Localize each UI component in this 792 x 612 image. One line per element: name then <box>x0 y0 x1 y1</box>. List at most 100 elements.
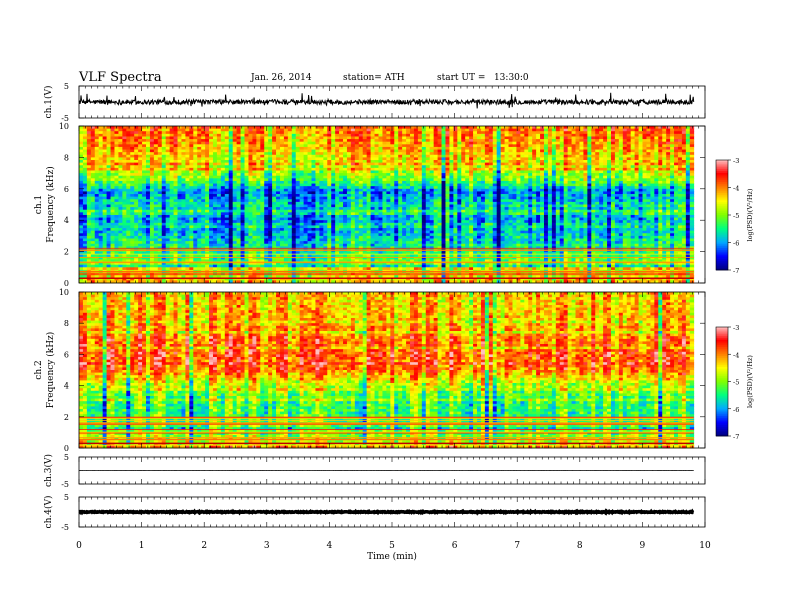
spectrogram-cell <box>201 181 205 184</box>
spectrogram-cell <box>118 129 122 132</box>
spectrogram-cell <box>276 147 280 150</box>
spectrogram-cell <box>382 139 386 142</box>
spectrogram-cell <box>375 163 379 166</box>
spectrogram-cell <box>485 197 489 200</box>
spectrogram-cell <box>335 131 339 134</box>
spectrogram-cell <box>146 136 150 139</box>
spectrogram-cell <box>501 176 505 179</box>
spectrogram-cell <box>591 184 595 187</box>
spectrogram-cell <box>284 131 288 134</box>
spectrogram-cell <box>363 170 367 173</box>
spectrogram-cell <box>650 129 654 132</box>
spectrogram-cell <box>260 163 264 166</box>
spectrogram-cell <box>449 163 453 166</box>
spectrogram-cell <box>382 136 386 139</box>
spectrogram-cell <box>256 144 260 147</box>
spectrogram-cell <box>170 186 174 189</box>
spectrogram-cell <box>371 150 375 153</box>
spectrogram-cell <box>79 134 83 137</box>
spectrogram-cell <box>442 170 446 173</box>
spectrogram-cell <box>477 173 481 176</box>
spectrogram-cell <box>568 163 572 166</box>
spectrogram-cell <box>520 165 524 168</box>
spectrogram-cell <box>528 129 532 132</box>
spectrogram-cell <box>95 142 99 145</box>
spectrogram-cell <box>414 129 418 132</box>
spectrogram-cell <box>552 189 556 192</box>
spectrogram-cell <box>378 184 382 187</box>
spectrogram-cell <box>639 134 643 137</box>
spectrogram-cell <box>445 131 449 134</box>
spectrogram-cell <box>528 163 532 166</box>
spectrogram-cell <box>607 136 611 139</box>
spectrogram-cell <box>276 170 280 173</box>
spectrogram-cell <box>390 181 394 184</box>
spectrogram-cell <box>217 136 221 139</box>
spectrogram-cell <box>512 173 516 176</box>
spectrogram-cell <box>87 165 91 168</box>
spectrogram-cell <box>359 173 363 176</box>
spectrogram-cell <box>607 160 611 163</box>
spectrogram-cell <box>430 134 434 137</box>
spectrogram-cell <box>382 129 386 132</box>
spectrogram-cell <box>87 168 91 171</box>
spectrogram-cell <box>449 144 453 147</box>
spectrogram-cell <box>678 168 682 171</box>
spectrogram-cell <box>501 178 505 181</box>
spectrogram-cell <box>528 157 532 160</box>
spectrogram-cell <box>572 170 576 173</box>
spectrogram-cell <box>619 170 623 173</box>
spectrogram-cell <box>229 186 233 189</box>
spectrogram-cell <box>509 173 513 176</box>
spectrogram-cell <box>576 147 580 150</box>
spectrogram-cell <box>311 126 315 129</box>
spectrogram-cell <box>489 184 493 187</box>
spectrogram-cell <box>248 170 252 173</box>
spectrogram-cell <box>524 152 528 155</box>
spectrogram-cell <box>595 134 599 137</box>
spectrogram-cell <box>205 131 209 134</box>
spectrogram-cell <box>560 191 564 194</box>
spectrogram-cell <box>99 181 103 184</box>
spectrogram-cell <box>292 131 296 134</box>
spectrogram-cell <box>619 189 623 192</box>
spectrogram-cell <box>670 176 674 179</box>
spectrogram-cell <box>288 157 292 160</box>
spectrogram-cell <box>560 150 564 153</box>
spectrogram-cell <box>237 126 241 129</box>
spectrogram-cell <box>114 194 118 197</box>
spectrogram-cell <box>347 157 351 160</box>
spectrogram-cell <box>241 168 245 171</box>
spectrogram-cell <box>686 163 690 166</box>
spectrogram-cell <box>162 142 166 145</box>
spectrogram-cell <box>544 170 548 173</box>
spectrogram-cell <box>402 129 406 132</box>
spectrogram-cell <box>509 184 513 187</box>
spectrogram-cell <box>520 142 524 145</box>
spectrogram-cell <box>241 163 245 166</box>
spectrogram-cell <box>311 176 315 179</box>
spectrogram-cell <box>351 160 355 163</box>
spectrogram-cell <box>662 129 666 132</box>
spectrogram-cell <box>217 178 221 181</box>
spectrogram-cell <box>103 136 107 139</box>
spectrogram-cell <box>445 165 449 168</box>
spectrogram-cell <box>572 176 576 179</box>
spectrogram-cell <box>308 150 312 153</box>
spectrogram-cell <box>469 163 473 166</box>
spectrogram-cell <box>268 142 272 145</box>
spectrogram-cell <box>280 134 284 137</box>
spectrogram-cell <box>627 181 631 184</box>
spectrogram-cell <box>524 160 528 163</box>
spectrogram-cell <box>91 176 95 179</box>
spectrogram-cell <box>241 186 245 189</box>
spectrogram-cell <box>512 131 516 134</box>
spectrogram-cell <box>343 176 347 179</box>
spectrogram-cell <box>583 165 587 168</box>
spectrogram-cell <box>174 126 178 129</box>
spectrogram-cell <box>256 152 260 155</box>
spectrogram-cell <box>142 178 146 181</box>
spectrogram-cell <box>615 197 619 200</box>
spectrogram-cell <box>359 139 363 142</box>
spectrogram-cell <box>568 126 572 129</box>
